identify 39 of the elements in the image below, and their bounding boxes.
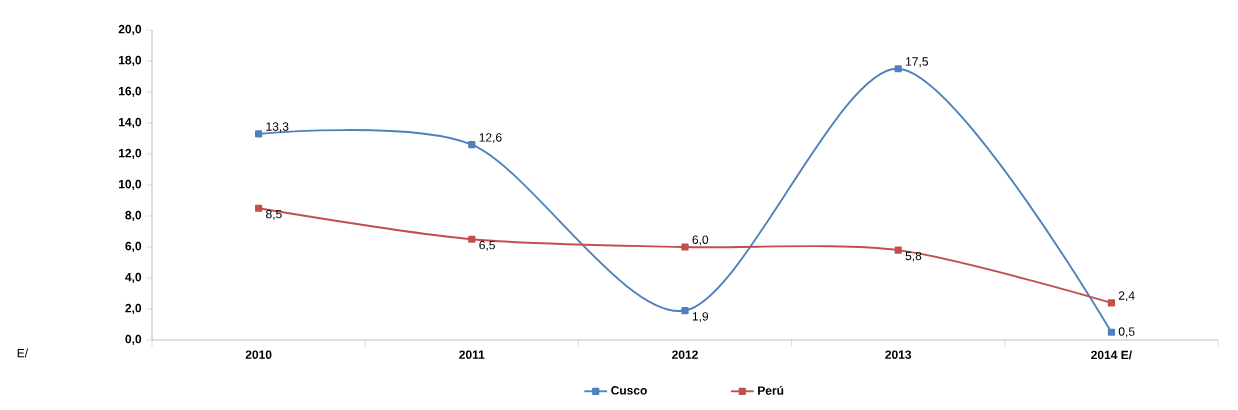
point [894,65,902,73]
y-tick-label: 6,0 [125,241,142,253]
y-tick-label: 20,0 [118,24,142,36]
y-tick-label: 12,0 [119,148,142,160]
data-label: 1,9 [692,312,709,323]
legend-label: Cusco [611,386,647,395]
data-label: 6,0 [692,235,709,246]
text: E/ [17,348,29,358]
point [1107,328,1115,336]
data-label: 6,5 [479,240,495,251]
x-tick-label: 2013 [885,350,912,359]
y-tick-label: 16,0 [119,86,142,98]
data-label: 2,4 [1118,291,1135,302]
point [681,306,689,315]
point [681,243,689,251]
data-label: 12,6 [479,133,502,144]
data-label: 8,5 [266,209,282,220]
y-tick-label: 8,0 [125,210,142,222]
point [894,246,902,254]
x-tick-label: 2010 [245,350,272,359]
point [468,235,476,243]
y-tick-label: 0,0 [125,334,142,346]
data-label: 13,3 [266,122,289,133]
point [468,141,476,149]
x-tick-label: 2012 [672,350,698,359]
x-tick-label: 2011 [459,350,485,359]
x-tick-label: 2014 E/ [1091,350,1132,360]
y-tick-label: 4,0 [125,272,142,284]
y-tick-label: 2,0 [125,303,142,315]
point [1107,299,1115,307]
data-label: 17,5 [906,57,928,68]
data-label: 0,5 [1118,327,1135,338]
y-tick-label: 18,0 [119,55,142,67]
data-label: 5,8 [905,251,922,262]
y-tick-label: 14,0 [119,117,142,129]
point [255,130,263,138]
y-tick-label: 10,0 [119,179,142,191]
point [255,204,263,212]
legend-label: Perú [758,385,784,395]
